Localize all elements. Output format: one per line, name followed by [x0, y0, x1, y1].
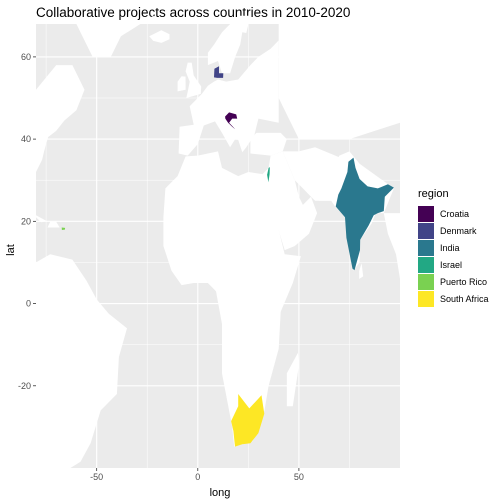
country-israel	[267, 167, 270, 183]
north-america-landmass	[34, 65, 85, 201]
legend-swatch	[418, 291, 434, 307]
ireland-landmass	[177, 76, 186, 92]
arabia-landmass	[262, 151, 318, 251]
legend-swatch	[418, 274, 434, 290]
legend: region Croatia Denmark India Israel Puerto R…	[418, 188, 489, 307]
y-axis-ticks: -20 0 20 40 60	[18, 52, 36, 391]
greenland-landmass	[36, 15, 174, 57]
x-tick-label: -50	[90, 472, 103, 482]
turkey-landmass	[250, 132, 287, 156]
y-tick-label: 40	[21, 134, 31, 144]
x-axis-ticks: -50 0 50	[90, 468, 304, 482]
iceland-landmass	[149, 30, 170, 43]
se-asia-landmass	[383, 213, 400, 279]
land-masses	[1, 15, 400, 468]
central-asia-landmass	[278, 24, 400, 140]
caribbean-landmass	[36, 215, 48, 223]
legend-title: region	[418, 188, 449, 200]
south-america-landmass	[36, 254, 127, 468]
africa-landmass	[163, 151, 301, 447]
legend-label: Croatia	[440, 209, 469, 219]
sri-lanka-landmass	[359, 263, 364, 279]
legend-swatch	[418, 257, 434, 273]
country-south-africa	[231, 394, 265, 447]
hispaniola-landmass	[47, 221, 60, 228]
legend-swatch	[418, 240, 434, 256]
y-tick-label: 20	[21, 216, 31, 226]
central-america-landmass	[1, 196, 43, 275]
britain-landmass	[185, 62, 202, 98]
country-croatia	[225, 112, 238, 130]
y-axis-title: lat	[5, 244, 17, 256]
europe-landmass	[178, 40, 279, 156]
x-tick-label: 50	[294, 472, 304, 482]
legend-label: Denmark	[440, 226, 477, 236]
legend-label: India	[440, 243, 460, 253]
legend-swatch	[418, 206, 434, 222]
madagascar-landmass	[286, 352, 299, 407]
country-india	[335, 157, 394, 271]
x-tick-label: 0	[195, 472, 200, 482]
legend-label: South Africa	[440, 294, 489, 304]
legend-label: Puerto Rico	[440, 277, 487, 287]
highlighted-countries	[61, 66, 394, 447]
y-tick-label: 0	[26, 299, 31, 309]
legend-label: Israel	[440, 260, 462, 270]
x-axis-title: long	[210, 487, 231, 499]
legend-swatch	[418, 223, 434, 239]
y-tick-label: 60	[21, 52, 31, 62]
chart-title: Collaborative projects across countries …	[36, 5, 350, 20]
country-puerto-rico	[61, 227, 66, 230]
scandinavia-landmass	[207, 15, 251, 74]
y-tick-label: -20	[18, 381, 31, 391]
country-denmark	[214, 66, 224, 78]
